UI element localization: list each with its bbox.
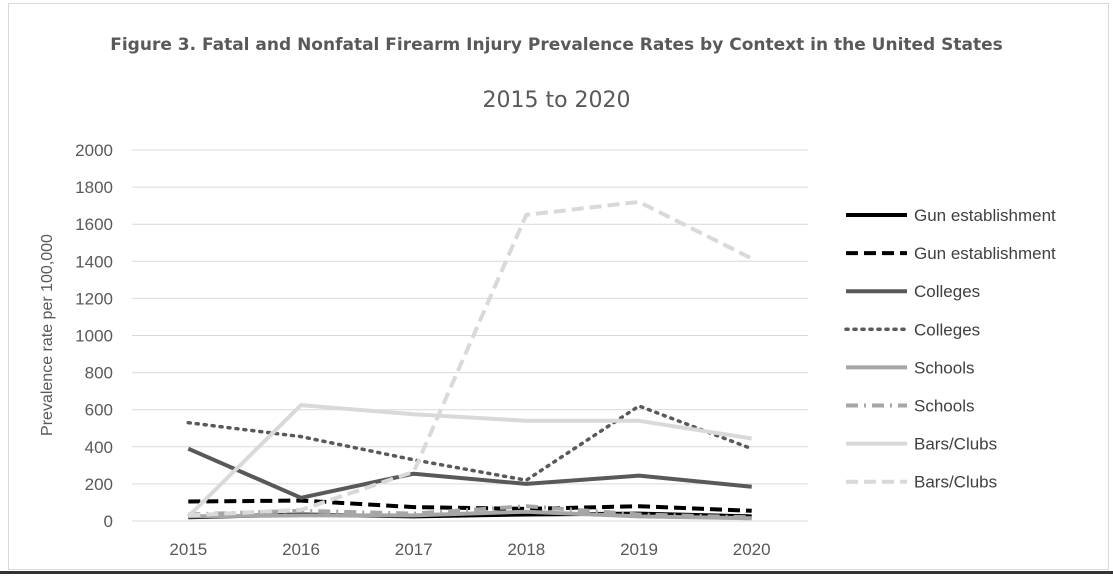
legend-label: Bars/Clubs	[914, 435, 997, 454]
y-tick-label: 200	[85, 475, 113, 494]
y-tick-label: 800	[85, 364, 113, 383]
series-line	[187, 446, 752, 500]
y-tick-label: 0	[104, 512, 113, 531]
series-line	[186, 403, 753, 518]
legend-label: Gun establishment	[914, 206, 1056, 225]
x-tick-label: 2019	[620, 540, 658, 559]
y-axis-label: Prevalence rate per 100,000	[39, 234, 56, 436]
y-axis-ticks: 0 200 400 600 800 1000 1200 1400 1600 1800 2000	[75, 141, 113, 531]
legend: Gun establishment Gun establishment Colleg…	[844, 206, 1056, 492]
legend-label: Schools	[914, 358, 974, 377]
x-tick-label: 2016	[282, 540, 320, 559]
y-tick-label: 1800	[75, 178, 113, 197]
gridlines	[132, 149, 808, 522]
x-tick-label: 2017	[395, 540, 433, 559]
chart-area	[8, 3, 1109, 570]
legend-label: Colleges	[914, 282, 980, 301]
legend-label: Schools	[914, 397, 974, 416]
series-line	[188, 498, 752, 513]
y-tick-label: 1200	[75, 289, 113, 308]
y-tick-label: 400	[85, 438, 113, 457]
legend-label: Gun establishment	[914, 244, 1056, 263]
legend-label: Bars/Clubs	[914, 473, 997, 492]
series-lines	[186, 199, 754, 521]
y-tick-label: 1600	[75, 215, 113, 234]
x-tick-label: 2020	[733, 540, 771, 559]
y-tick-label: 1400	[75, 252, 113, 271]
x-tick-label: 2018	[507, 540, 545, 559]
bottom-rule	[0, 571, 1113, 574]
y-tick-label: 1000	[75, 327, 113, 346]
chart-subtitle: 2015 to 2020	[482, 88, 631, 113]
x-tick-label: 2015	[169, 540, 207, 559]
y-tick-label: 2000	[75, 141, 113, 160]
series-line	[188, 199, 753, 518]
y-tick-label: 600	[85, 401, 113, 420]
series-line	[188, 504, 752, 520]
series-line	[186, 404, 754, 482]
chart-title: Figure 3. Fatal and Nonfatal Firearm Inj…	[110, 35, 1003, 55]
x-axis-ticks: 2015 2016 2017 2018 2019 2020	[169, 540, 770, 559]
legend-label: Colleges	[914, 320, 980, 339]
